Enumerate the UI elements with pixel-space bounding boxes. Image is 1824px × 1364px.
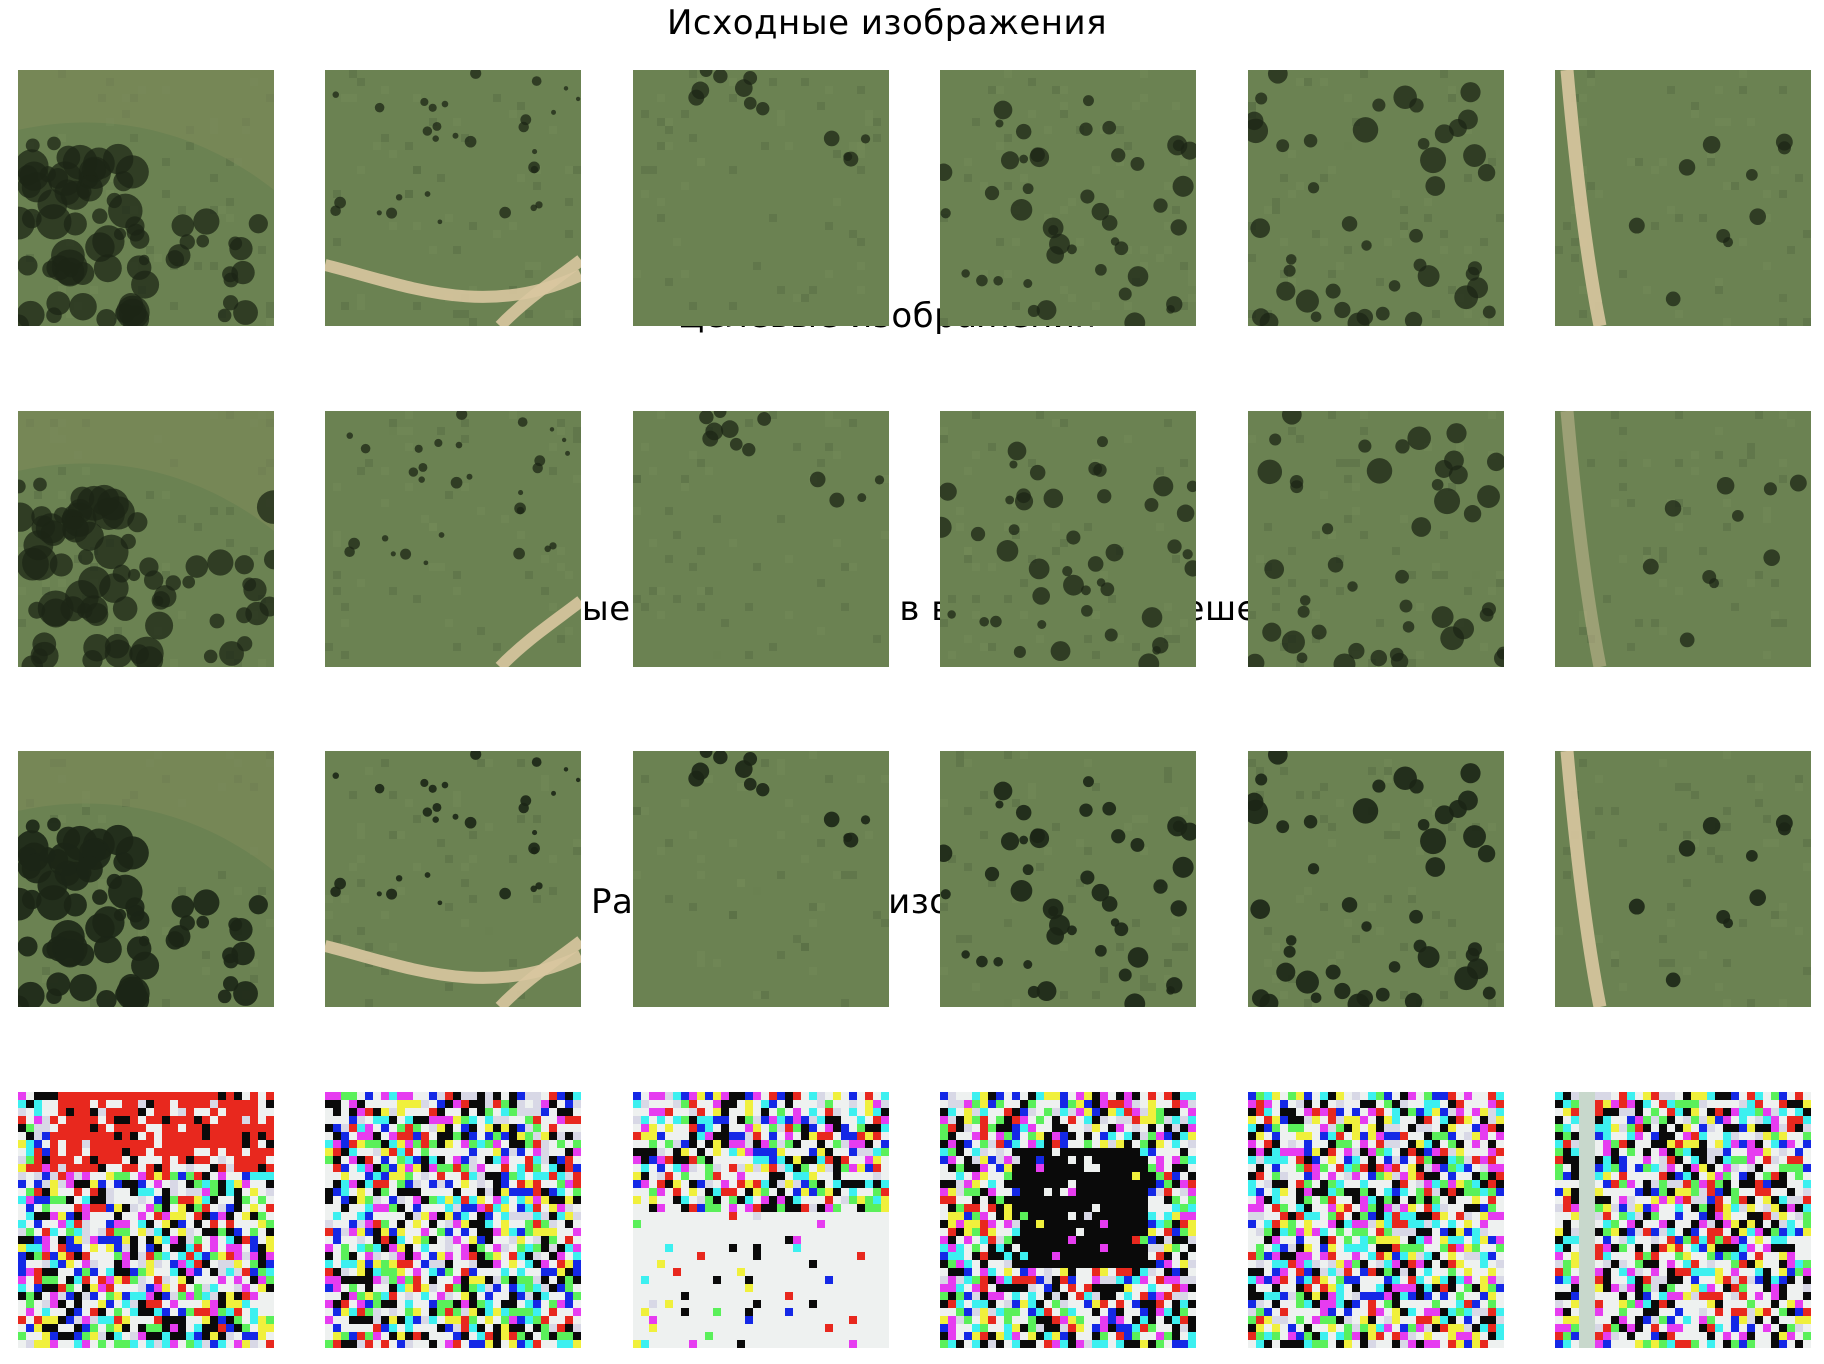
original-tile-4-image <box>940 70 1196 326</box>
highres-tile-4 <box>940 751 1196 1007</box>
target-tile-5 <box>1248 411 1504 667</box>
highres-tile-6-image <box>1555 751 1811 1007</box>
highres-tile-5-image <box>1248 751 1504 1007</box>
target-tile-2-image <box>325 411 581 667</box>
target-tile-4-image <box>940 411 1196 667</box>
target-tile-1-image <box>18 411 274 667</box>
target-tile-3-image <box>633 411 889 667</box>
original-tile-2 <box>325 70 581 326</box>
difference-tile-3-image <box>633 1092 889 1348</box>
difference-tile-1 <box>18 1092 274 1348</box>
highres-tile-2 <box>325 751 581 1007</box>
target-tile-6 <box>1555 411 1811 667</box>
difference-tile-4 <box>940 1092 1196 1348</box>
original-tile-1-image <box>18 70 274 326</box>
row-title-original: Исходные изображения <box>666 3 1108 43</box>
original-tile-3-image <box>633 70 889 326</box>
highres-tile-1-image <box>18 751 274 1007</box>
target-tile-2 <box>325 411 581 667</box>
target-tile-5-image <box>1248 411 1504 667</box>
difference-tile-6 <box>1555 1092 1811 1348</box>
highres-tile-2-image <box>325 751 581 1007</box>
target-tile-4 <box>940 411 1196 667</box>
original-tile-1 <box>18 70 274 326</box>
highres-tile-1 <box>18 751 274 1007</box>
difference-tile-1-image <box>18 1092 274 1348</box>
difference-tile-5-image <box>1248 1092 1504 1348</box>
difference-tile-3 <box>633 1092 889 1348</box>
highres-tile-3 <box>633 751 889 1007</box>
highres-tile-4-image <box>940 751 1196 1007</box>
difference-tile-4-image <box>940 1092 1196 1348</box>
original-tile-5 <box>1248 70 1504 326</box>
original-tile-5-image <box>1248 70 1504 326</box>
highres-tile-5 <box>1248 751 1504 1007</box>
difference-tile-2-image <box>325 1092 581 1348</box>
target-tile-1 <box>18 411 274 667</box>
original-tile-4 <box>940 70 1196 326</box>
original-tile-6 <box>1555 70 1811 326</box>
difference-tile-2 <box>325 1092 581 1348</box>
highres-tile-6 <box>1555 751 1811 1007</box>
highres-tile-3-image <box>633 751 889 1007</box>
original-tile-6-image <box>1555 70 1811 326</box>
original-tile-2-image <box>325 70 581 326</box>
difference-tile-5 <box>1248 1092 1504 1348</box>
difference-tile-6-image <box>1555 1092 1811 1348</box>
target-tile-3 <box>633 411 889 667</box>
original-tile-3 <box>633 70 889 326</box>
target-tile-6-image <box>1555 411 1811 667</box>
